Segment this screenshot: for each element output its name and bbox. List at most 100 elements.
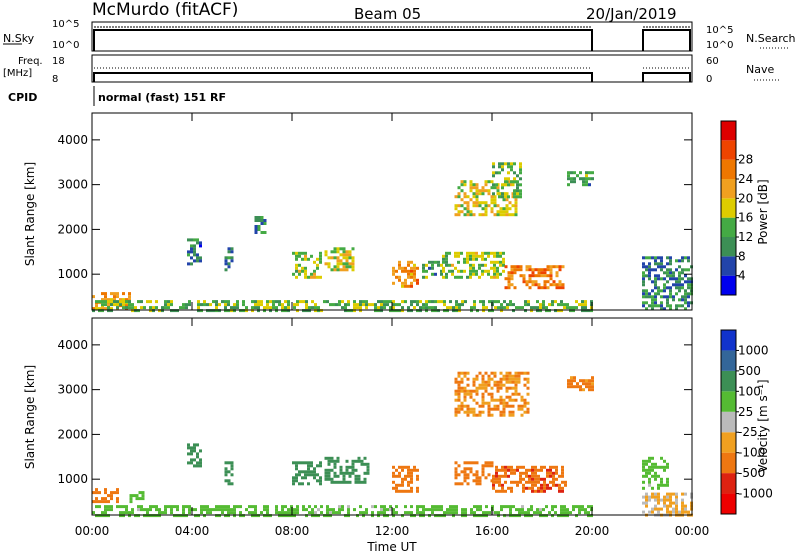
power-cell (488, 309, 491, 313)
power-cell (513, 265, 517, 269)
velocity-cell (110, 505, 113, 509)
power-cell (128, 298, 131, 302)
power-cell (475, 201, 479, 205)
power-cell (516, 268, 520, 272)
velocity-cell (290, 514, 293, 518)
power-cell (678, 259, 681, 263)
power-cell (298, 254, 301, 258)
velocity-cell (472, 407, 476, 411)
velocity-cell (531, 483, 534, 487)
velocity-cell (484, 476, 488, 480)
power-cell (510, 168, 513, 172)
velocity-ylabel: Slant Range [km] (23, 365, 37, 469)
power-cell (341, 300, 344, 304)
velocity-cell (502, 374, 506, 378)
power-cell (260, 219, 264, 222)
power-cell (654, 277, 657, 281)
power-cell (496, 275, 499, 279)
velocity-cell (499, 380, 503, 384)
velocity-cell (218, 508, 221, 512)
velocity-cell (293, 508, 296, 512)
velocity-cell (481, 464, 485, 468)
velocity-cell (519, 474, 522, 478)
power-cell (681, 298, 684, 302)
power-cell (167, 306, 170, 310)
power-cell (469, 186, 473, 190)
power-cell (657, 274, 660, 278)
velocity-cell (454, 413, 458, 417)
power-cell (351, 268, 355, 272)
power-cell (519, 189, 522, 193)
power-cell (392, 272, 395, 276)
power-cell (401, 300, 404, 304)
velocity-cell (457, 374, 461, 378)
velocity-cell (333, 462, 337, 466)
velocity-cell (365, 511, 368, 515)
power-cell (176, 309, 179, 313)
power-cell (110, 301, 113, 305)
power-cell (492, 171, 495, 175)
velocity-cell (188, 505, 191, 509)
velocity-cell (266, 505, 269, 509)
velocity-cell (422, 508, 425, 512)
power-cell (344, 306, 347, 310)
velocity-cell (275, 511, 278, 515)
velocity-cell (316, 479, 319, 483)
power-cell (128, 292, 131, 296)
power-cell (125, 304, 128, 308)
power-cell (196, 253, 199, 257)
power-cell (404, 300, 407, 304)
power-cell (278, 303, 281, 307)
power-cell (493, 251, 496, 255)
velocity-cell (416, 468, 419, 472)
velocity-cell (654, 474, 657, 478)
velocity-cell (152, 505, 155, 509)
velocity-cell (484, 461, 488, 465)
power-cell (478, 204, 482, 208)
velocity-cell (196, 455, 199, 459)
power-cell (675, 304, 678, 308)
velocity-cell (555, 465, 558, 469)
power-cell (336, 256, 340, 260)
velocity-cell (308, 505, 311, 509)
power-cell (392, 266, 395, 270)
velocity-cell (561, 489, 564, 493)
velocity-cell (363, 462, 367, 466)
velocity-cell (526, 410, 530, 414)
power-cell (687, 295, 690, 299)
velocity-cell (218, 514, 221, 518)
velocity-cell (663, 501, 666, 505)
power-cell (281, 309, 284, 313)
velocity-cell (440, 505, 443, 509)
power-cell (536, 306, 539, 310)
velocity-cell (508, 404, 512, 408)
velocity-cell (398, 465, 401, 469)
velocity-cell (275, 508, 278, 512)
power-cell (475, 251, 478, 255)
power-cell (440, 263, 443, 267)
power-cell (342, 253, 346, 257)
power-cell (481, 192, 485, 196)
power-cell (542, 300, 545, 304)
power-cell (257, 306, 260, 310)
power-cell (353, 309, 356, 313)
velocity-cell (481, 392, 485, 396)
power-cell (472, 263, 475, 267)
power-cell (413, 278, 416, 282)
velocity-cell (443, 514, 446, 518)
power-cell (190, 250, 193, 254)
power-cell (251, 309, 254, 313)
power-cell (510, 283, 514, 287)
velocity-cell (310, 461, 313, 465)
velocity-cell (98, 514, 101, 518)
power-cell (107, 298, 110, 302)
power-cell (567, 171, 570, 175)
power-cell (651, 307, 654, 311)
velocity-cell (298, 482, 301, 486)
velocity-cell (307, 482, 310, 486)
velocity-cell (466, 407, 470, 411)
cpid-label: CPID (8, 91, 37, 104)
power-cell (496, 269, 499, 273)
power-cell (494, 306, 497, 310)
power-cell (407, 263, 410, 267)
